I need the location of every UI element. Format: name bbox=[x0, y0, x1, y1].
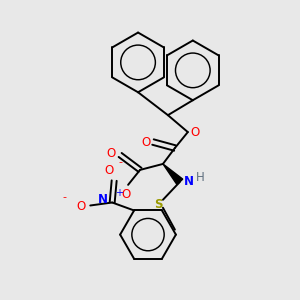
Text: +: + bbox=[115, 188, 123, 198]
Text: O: O bbox=[121, 188, 130, 201]
Text: O: O bbox=[106, 148, 116, 160]
Text: -: - bbox=[62, 193, 66, 202]
Text: N: N bbox=[98, 193, 108, 206]
Text: O: O bbox=[141, 136, 150, 148]
Text: H: H bbox=[196, 171, 205, 184]
Text: N: N bbox=[184, 176, 194, 188]
Text: O: O bbox=[191, 126, 200, 139]
Text: O: O bbox=[105, 164, 114, 177]
Text: O: O bbox=[76, 200, 86, 213]
Text: -: - bbox=[118, 157, 122, 167]
Polygon shape bbox=[163, 164, 183, 184]
Text: S: S bbox=[154, 198, 162, 211]
